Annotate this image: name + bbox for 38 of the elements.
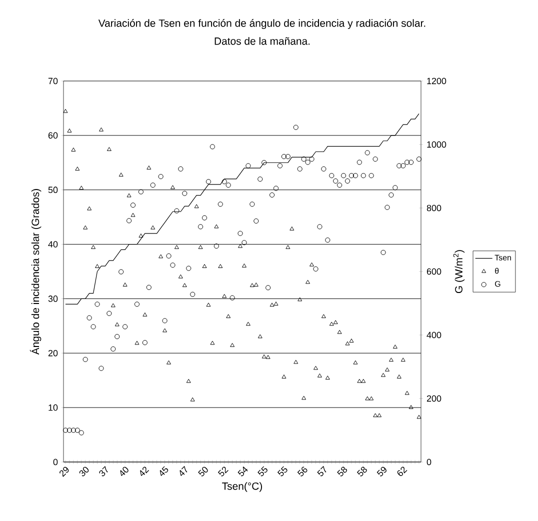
y-tick-label: 10 [48, 404, 58, 411]
x-tick-label: 52 [218, 466, 228, 476]
chart-title: Variación de Tsen en función de ángulo de incidencia y radiación solar. [98, 19, 426, 29]
x-tick-label: 62 [397, 466, 408, 476]
y2-axis-title: G (W/m$^{2}$) [453, 250, 465, 294]
x-tick-label: 47 [180, 466, 188, 476]
y2-tick-label: 1000 [427, 141, 446, 148]
x-tick-label: 59 [376, 466, 386, 476]
y2-tick-label: 0 [426, 458, 432, 466]
x-tick-label: 40 [120, 466, 128, 476]
y-axis-title: Ángulo de incidencia solar (Grados) [30, 189, 42, 355]
x-tick-label: 42 [140, 466, 150, 476]
y-tick-label: 60 [48, 132, 58, 139]
chart-subtitle: Datos de la mañana. [214, 37, 310, 45]
x-tick-label: 54 [238, 466, 248, 476]
x-tick-label: 55 [258, 466, 268, 476]
x-tick-label: 29 [60, 466, 69, 477]
y-tick-label: 70 [48, 78, 58, 84]
x-tick-label: 57 [317, 466, 326, 476]
y-tick-label: 20 [48, 350, 58, 356]
x-tick-label: 50 [198, 466, 208, 476]
y2-tick-label: 600 [426, 268, 442, 275]
y-tick-label: 30 [48, 296, 58, 302]
x-tick-label: 30 [79, 466, 89, 476]
x-tick-label: 58 [337, 466, 348, 476]
x-tick-label: 55 [277, 466, 288, 476]
x-tick-label: 58 [356, 466, 367, 476]
y-tick-label: 40 [48, 241, 58, 248]
y2-tick-label: 800 [426, 204, 442, 212]
y2-tick-label: 400 [426, 332, 442, 338]
x-tick-label: 45 [160, 466, 168, 476]
x-tick-label: 37 [99, 466, 108, 476]
x-tick-label: 56 [297, 466, 308, 476]
y2-tick-label: 1200 [427, 78, 446, 84]
x-axis-title: Tsen(°C) [222, 482, 262, 492]
y-tick-label: 50 [48, 186, 58, 194]
y-tick-label: 0 [53, 458, 58, 466]
y2-tick-label: 200 [426, 395, 442, 402]
